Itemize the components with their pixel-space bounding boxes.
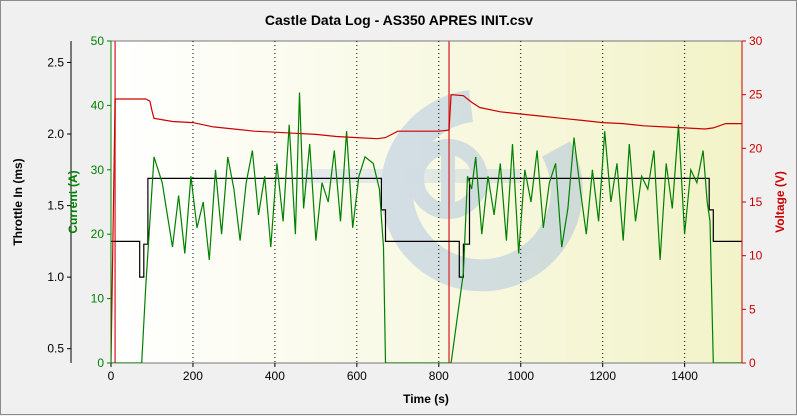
x-tick-label: 400 — [265, 369, 285, 383]
voltage-tick-label: 5 — [749, 302, 756, 316]
x-tick-label: 0 — [108, 369, 115, 383]
current-tick-label: 50 — [91, 34, 105, 48]
vertical-gridlines — [192, 41, 686, 363]
chart-title: Castle Data Log - AS350 APRES INIT.csv — [265, 12, 533, 28]
throttle-tick-label: 2.0 — [47, 127, 64, 141]
throttle-tick-label: 1.5 — [47, 199, 64, 213]
current-axis-label: Current (A) — [66, 170, 80, 233]
throttle-tick-label: 1.0 — [47, 270, 64, 284]
current-tick-label: 10 — [91, 292, 105, 306]
current-tick-label: 0 — [97, 356, 104, 370]
x-tick-label: 800 — [429, 369, 449, 383]
throttle-axis-ticks: 0.5 1.0 1.5 2.0 2.5 — [47, 55, 71, 356]
x-tick-label: 1200 — [589, 369, 616, 383]
x-tick-label: 1000 — [507, 369, 534, 383]
current-series-line — [111, 92, 742, 363]
voltage-tick-label: 15 — [749, 195, 763, 209]
throttle-tick-label: 2.5 — [47, 55, 64, 69]
throttle-tick-label: 0.5 — [47, 342, 64, 356]
data-series — [111, 92, 742, 363]
voltage-axis-label: Voltage (V) — [773, 171, 787, 233]
voltage-tick-label: 30 — [749, 34, 763, 48]
plot-area — [110, 40, 743, 364]
current-tick-label: 40 — [91, 98, 105, 112]
voltage-tick-label: 20 — [749, 141, 763, 155]
event-markers — [114, 41, 450, 363]
voltage-axis-ticks: 0 5 10 15 20 25 30 — [742, 34, 763, 370]
x-tick-label: 200 — [183, 369, 203, 383]
voltage-series-line — [111, 94, 742, 363]
x-axis-label: Time (s) — [403, 392, 449, 406]
voltage-tick-label: 0 — [749, 356, 756, 370]
castle-logo-watermark — [301, 90, 583, 292]
current-tick-label: 30 — [91, 163, 105, 177]
current-axis-ticks: 0 10 20 30 40 50 — [91, 34, 111, 370]
x-tick-label: 600 — [347, 369, 367, 383]
voltage-tick-label: 10 — [749, 249, 763, 263]
current-tick-label: 20 — [91, 227, 105, 241]
throttle-axis-label: Throttle In (ms) — [11, 158, 25, 245]
voltage-tick-label: 25 — [749, 88, 763, 102]
x-tick-label: 1400 — [671, 369, 698, 383]
throttle-series-line — [111, 177, 742, 278]
x-axis-ticks: 0 200 400 600 800 1000 1200 1400 — [108, 363, 698, 383]
